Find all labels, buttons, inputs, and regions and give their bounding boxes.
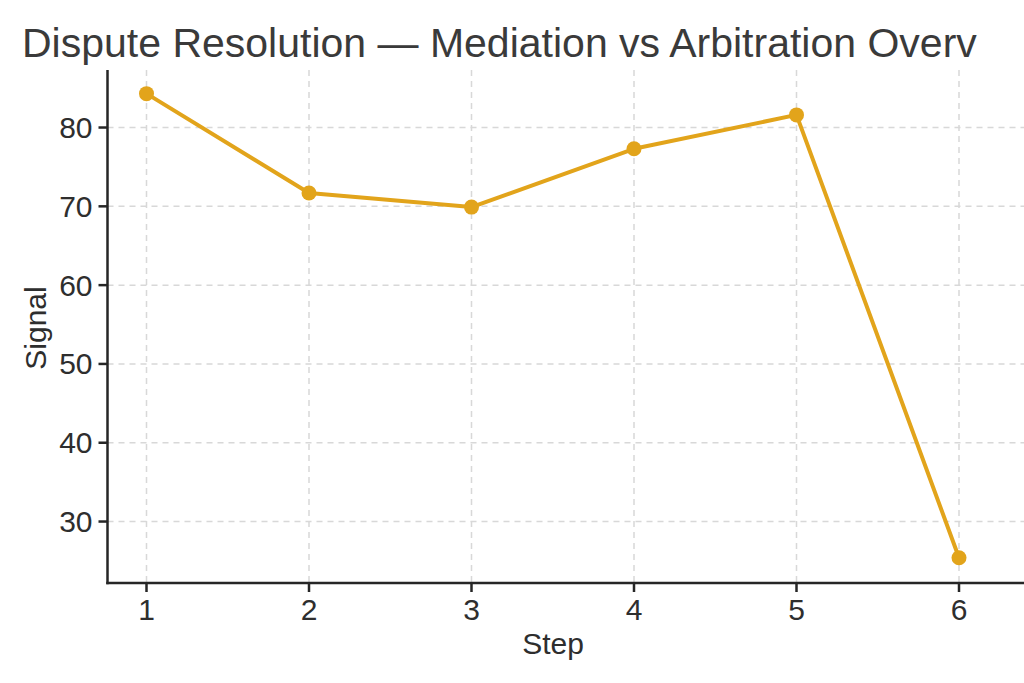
series-layer — [139, 86, 967, 565]
x-axis-label: Step — [522, 627, 584, 660]
data-point-marker — [952, 550, 967, 565]
x-tick-label: 6 — [951, 593, 968, 626]
x-tick-label: 1 — [138, 593, 155, 626]
data-point-marker — [464, 200, 479, 215]
y-tick-label: 50 — [59, 347, 92, 380]
x-tick-label: 3 — [463, 593, 480, 626]
data-point-marker — [302, 185, 317, 200]
y-tick-label: 30 — [59, 505, 92, 538]
tick-label-layer: 30 40 50 60 70 80 1 2 3 4 5 6 — [59, 111, 967, 626]
y-tick-label: 40 — [59, 426, 92, 459]
x-tick-label: 5 — [788, 593, 805, 626]
data-point-marker — [789, 107, 804, 122]
data-point-marker — [627, 141, 642, 156]
grid-layer — [108, 70, 1024, 583]
y-tick-label: 60 — [59, 269, 92, 302]
y-axis-label: Signal — [19, 286, 52, 369]
chart-figure: 30 40 50 60 70 80 1 2 3 4 5 6 Dispute Resolution — … — [0, 0, 1024, 683]
y-tick-label: 80 — [59, 111, 92, 144]
line-chart: 30 40 50 60 70 80 1 2 3 4 5 6 Dispute Resolution — … — [0, 0, 1024, 683]
x-tick-label: 4 — [626, 593, 643, 626]
y-tick-label: 70 — [59, 190, 92, 223]
series-line — [147, 94, 960, 558]
chart-title: Dispute Resolution — Mediation vs Arbitr… — [22, 20, 977, 66]
x-tick-label: 2 — [301, 593, 318, 626]
data-point-marker — [139, 86, 154, 101]
